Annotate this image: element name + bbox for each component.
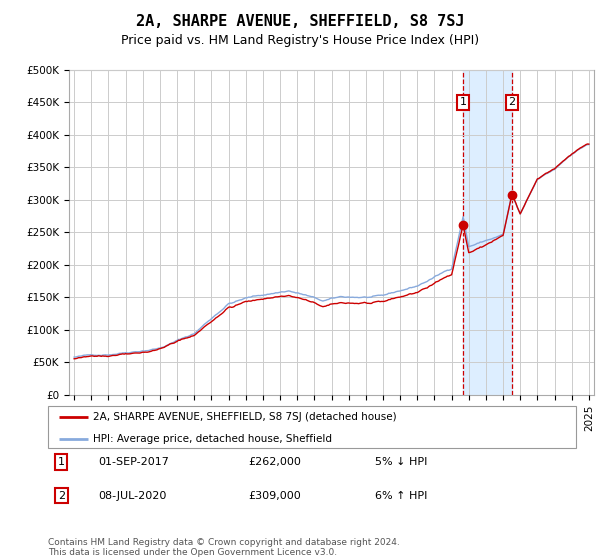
Text: 2A, SHARPE AVENUE, SHEFFIELD, S8 7SJ (detached house): 2A, SHARPE AVENUE, SHEFFIELD, S8 7SJ (de…: [93, 412, 397, 422]
Text: 08-JUL-2020: 08-JUL-2020: [98, 491, 167, 501]
Text: 01-SEP-2017: 01-SEP-2017: [98, 457, 169, 467]
Text: 5% ↓ HPI: 5% ↓ HPI: [376, 457, 428, 467]
Text: 2: 2: [508, 97, 515, 108]
Text: 2A, SHARPE AVENUE, SHEFFIELD, S8 7SJ: 2A, SHARPE AVENUE, SHEFFIELD, S8 7SJ: [136, 14, 464, 29]
Text: £309,000: £309,000: [248, 491, 301, 501]
Text: 6% ↑ HPI: 6% ↑ HPI: [376, 491, 428, 501]
Text: £262,000: £262,000: [248, 457, 302, 467]
Text: Price paid vs. HM Land Registry's House Price Index (HPI): Price paid vs. HM Land Registry's House …: [121, 34, 479, 46]
Text: HPI: Average price, detached house, Sheffield: HPI: Average price, detached house, Shef…: [93, 434, 332, 444]
FancyBboxPatch shape: [48, 406, 576, 448]
Text: Contains HM Land Registry data © Crown copyright and database right 2024.
This d: Contains HM Land Registry data © Crown c…: [48, 538, 400, 557]
Text: 1: 1: [58, 457, 65, 467]
Text: 1: 1: [460, 97, 467, 108]
Text: 2: 2: [58, 491, 65, 501]
Bar: [463, 70, 512, 395]
